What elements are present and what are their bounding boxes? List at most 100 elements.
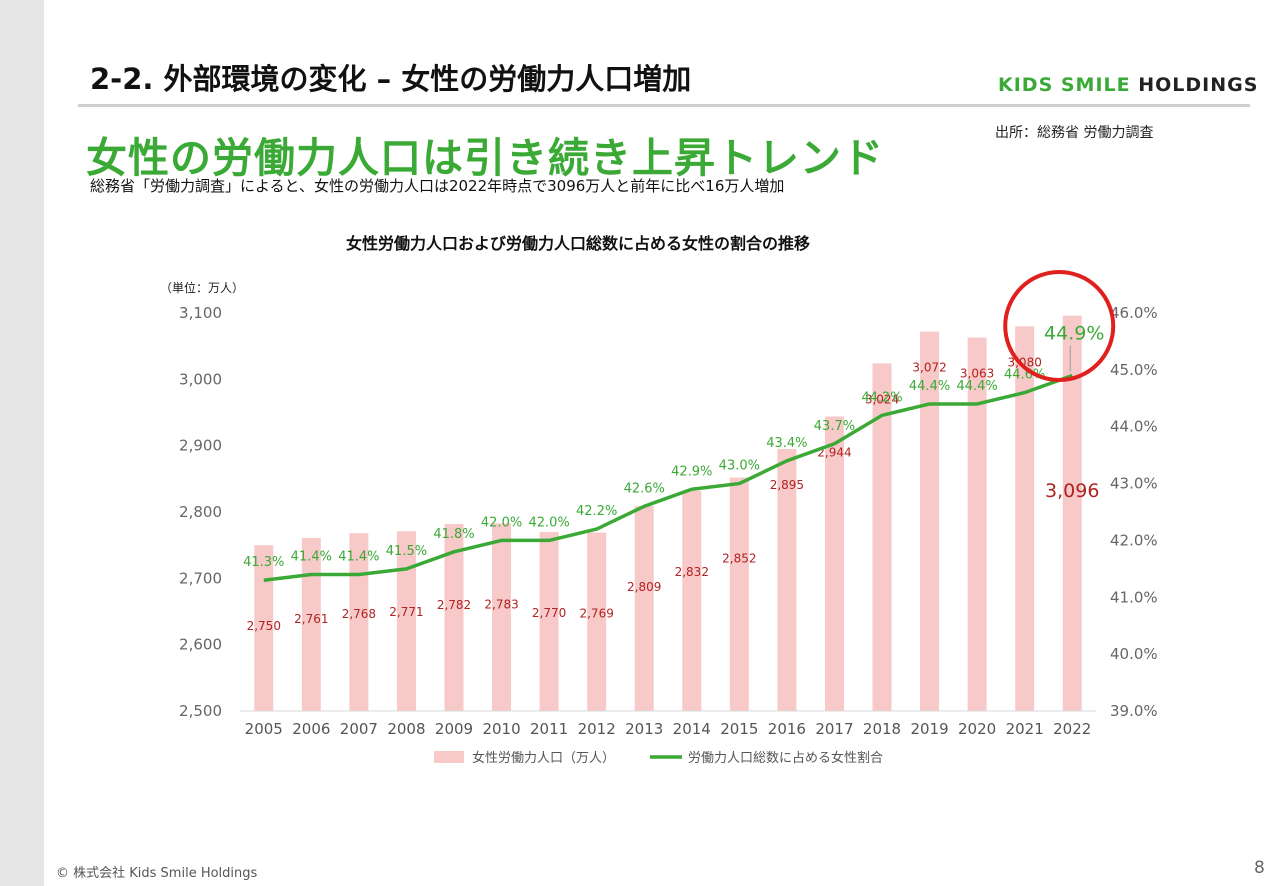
line-label-2010: 42.0% xyxy=(481,515,522,530)
line-label-2022: 44.9% xyxy=(1044,323,1104,345)
left-axis-tick: 2,600 xyxy=(179,636,222,654)
line-label-2006: 41.4% xyxy=(291,550,332,565)
headline: 女性の労働力人口は引き続き上昇トレンド xyxy=(86,134,884,182)
bar-label-2007: 2,768 xyxy=(342,607,376,621)
bar-2022 xyxy=(1062,315,1082,711)
x-axis-tick: 2014 xyxy=(673,720,711,738)
legend-bar-label: 女性労働力人口（万人） xyxy=(472,750,615,766)
bar-label-2014: 2,832 xyxy=(675,565,709,579)
x-axis-tick: 2016 xyxy=(768,720,806,738)
source-note: 出所：総務省 労働力調査 xyxy=(995,125,1154,141)
legend-bar-swatch xyxy=(434,751,464,763)
line-label-2018: 44.2% xyxy=(861,390,902,405)
line-label-2011: 42.0% xyxy=(528,515,569,530)
bar-2012 xyxy=(587,532,607,711)
x-axis-tick: 2009 xyxy=(435,720,473,738)
x-axis-tick: 2021 xyxy=(1006,720,1044,738)
right-axis-tick: 44.0% xyxy=(1110,418,1158,436)
x-axis-tick: 2019 xyxy=(910,720,948,738)
subheadline: 総務省「労働力調査」によると、女性の労働力人口は2022年時点で3096万人と前… xyxy=(90,177,785,195)
x-axis-tick: 2010 xyxy=(482,720,520,738)
bar-label-2010: 2,783 xyxy=(484,597,518,611)
bar-label-2017: 2,944 xyxy=(817,445,851,459)
right-axis-tick: 45.0% xyxy=(1110,361,1158,379)
x-axis-tick: 2017 xyxy=(815,720,853,738)
right-axis-tick: 40.0% xyxy=(1110,645,1158,663)
line-label-2007: 41.4% xyxy=(338,550,379,565)
line-label-2013: 42.6% xyxy=(624,481,665,496)
x-axis-tick: 2008 xyxy=(387,720,425,738)
line-label-2014: 42.9% xyxy=(671,464,712,479)
x-axis-tick: 2015 xyxy=(720,720,758,738)
chart-title: 女性労働力人口および労働力人口総数に占める女性の割合の推移 xyxy=(346,234,810,253)
legend-line-label: 労働力人口総数に占める女性割合 xyxy=(688,750,883,766)
bar-2016 xyxy=(777,448,797,711)
left-axis-tick: 2,700 xyxy=(179,569,222,587)
brand-logo: KIDS SMILE HOLDINGS xyxy=(998,74,1258,96)
line-label-2015: 43.0% xyxy=(719,459,760,474)
bar-label-2005: 2,750 xyxy=(247,619,281,633)
left-axis-tick: 3,000 xyxy=(179,370,222,388)
right-axis-tick: 39.0% xyxy=(1110,702,1158,720)
line-label-2021: 44.6% xyxy=(1004,368,1045,383)
header-divider xyxy=(78,104,1250,107)
bar-label-2022: 3,096 xyxy=(1045,480,1099,502)
bar-label-2015: 2,852 xyxy=(722,552,756,566)
brand-logo-part1: KIDS SMILE xyxy=(998,74,1131,96)
bar-label-2011: 2,770 xyxy=(532,606,566,620)
bar-2013 xyxy=(634,506,654,711)
x-axis-tick: 2007 xyxy=(340,720,378,738)
bar-2006 xyxy=(301,537,321,711)
left-axis-tick: 2,900 xyxy=(179,437,222,455)
right-axis-tick: 46.0% xyxy=(1110,304,1158,322)
x-axis-tick: 2005 xyxy=(245,720,283,738)
unit-label: （単位：万人） xyxy=(160,280,244,295)
left-side-bar xyxy=(0,0,44,886)
x-axis-tick: 2006 xyxy=(292,720,330,738)
left-axis-tick: 2,800 xyxy=(179,503,222,521)
line-label-2005: 41.3% xyxy=(243,555,284,570)
x-axis-tick: 2011 xyxy=(530,720,568,738)
line-label-2009: 41.8% xyxy=(433,527,474,542)
copyright-footer: © 株式会社 Kids Smile Holdings xyxy=(56,866,258,881)
brand-logo-part2: HOLDINGS xyxy=(1130,74,1259,96)
right-axis-tick: 42.0% xyxy=(1110,531,1158,549)
x-axis-tick: 2012 xyxy=(578,720,616,738)
bar-label-2018: 3,024 xyxy=(865,392,899,406)
bar-2008 xyxy=(396,531,416,711)
line-label-2012: 42.2% xyxy=(576,504,617,519)
bar-label-2013: 2,809 xyxy=(627,580,661,594)
bar-2010 xyxy=(492,523,512,711)
bar-2007 xyxy=(349,533,369,711)
bar-2020 xyxy=(967,337,987,711)
bar-2011 xyxy=(539,531,559,711)
page-title: 2-2. 外部環境の変化 – 女性の労働力人口増加 xyxy=(90,62,692,96)
bar-2005 xyxy=(254,545,274,711)
bar-label-2019: 3,072 xyxy=(912,361,946,375)
left-axis-tick: 2,500 xyxy=(179,702,222,720)
bar-2019 xyxy=(920,331,940,711)
share-line xyxy=(263,373,1073,582)
bar-2009 xyxy=(444,523,464,711)
right-axis-tick: 41.0% xyxy=(1110,588,1158,606)
bar-label-2020: 3,063 xyxy=(960,367,994,381)
left-axis-tick: 3,100 xyxy=(179,304,222,322)
bar-label-2008: 2,771 xyxy=(389,605,423,619)
bar-label-2009: 2,782 xyxy=(437,598,471,612)
x-axis-tick: 2013 xyxy=(625,720,663,738)
x-axis-tick: 2018 xyxy=(863,720,901,738)
bar-label-2012: 2,769 xyxy=(579,607,613,621)
bar-2018 xyxy=(872,363,892,711)
bar-2014 xyxy=(682,490,702,711)
bar-2017 xyxy=(824,416,844,711)
bar-label-2006: 2,761 xyxy=(294,612,328,626)
line-label-2017: 43.7% xyxy=(814,419,855,434)
highlight-circle xyxy=(1003,270,1116,382)
bar-label-2016: 2,895 xyxy=(770,478,804,492)
right-axis-tick: 43.0% xyxy=(1110,475,1158,493)
line-label-2016: 43.4% xyxy=(766,436,807,451)
bar-2015 xyxy=(729,477,749,711)
x-axis-tick: 2022 xyxy=(1053,720,1091,738)
line-label-2008: 41.5% xyxy=(386,544,427,559)
